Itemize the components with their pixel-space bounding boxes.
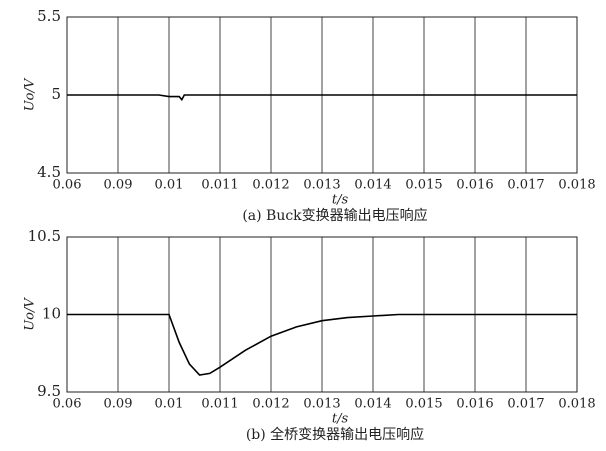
x-tick-label: 0.06 bbox=[53, 397, 82, 412]
x-tick-label: 0.06 bbox=[53, 178, 82, 193]
x-tick-label: 0.01 bbox=[155, 178, 184, 193]
y-axis-label: Uo/V bbox=[23, 297, 38, 331]
x-axis-label: t/s bbox=[332, 412, 349, 427]
x-tick-label: 0.015 bbox=[405, 178, 442, 193]
x-tick-label: 0.09 bbox=[104, 178, 133, 193]
x-tick-label: 0.018 bbox=[558, 397, 595, 412]
y-tick-label: 9.5 bbox=[37, 382, 61, 400]
x-tick-label: 0.013 bbox=[303, 178, 340, 193]
y-tick-label: 10.5 bbox=[28, 227, 61, 245]
x-tick-label: 0.016 bbox=[456, 397, 493, 412]
data-line bbox=[67, 313, 577, 376]
x-tick-label: 0.011 bbox=[201, 178, 238, 193]
y-tick-label: 4.5 bbox=[37, 163, 61, 181]
x-tick-label: 0.01 bbox=[155, 397, 184, 412]
x-tick-label: 0.017 bbox=[507, 397, 544, 412]
x-tick-label: 0.018 bbox=[558, 178, 595, 193]
x-tick-label: 0.016 bbox=[456, 178, 493, 193]
y-axis-label: Uo/V bbox=[23, 77, 38, 111]
data-line bbox=[67, 94, 577, 102]
x-tick-label: 0.011 bbox=[201, 397, 238, 412]
y-tick-label: 5 bbox=[51, 85, 61, 103]
x-tick-label: 0.012 bbox=[252, 178, 289, 193]
x-tick-label: 0.09 bbox=[104, 397, 133, 412]
x-tick-label: 0.015 bbox=[405, 397, 442, 412]
x-tick-label: 0.013 bbox=[303, 397, 340, 412]
x-tick-label: 0.014 bbox=[354, 397, 391, 412]
y-tick-label: 5.5 bbox=[37, 7, 61, 25]
x-tick-label: 0.014 bbox=[354, 178, 391, 193]
x-axis-label: t/s bbox=[332, 193, 349, 208]
caption: (a) Buck变换器输出电压响应 bbox=[242, 207, 427, 224]
x-tick-label: 0.017 bbox=[507, 178, 544, 193]
caption: (b) 全桥变换器输出电压响应 bbox=[246, 426, 424, 443]
x-tick-label: 0.012 bbox=[252, 397, 289, 412]
y-tick-label: 10 bbox=[42, 305, 61, 323]
